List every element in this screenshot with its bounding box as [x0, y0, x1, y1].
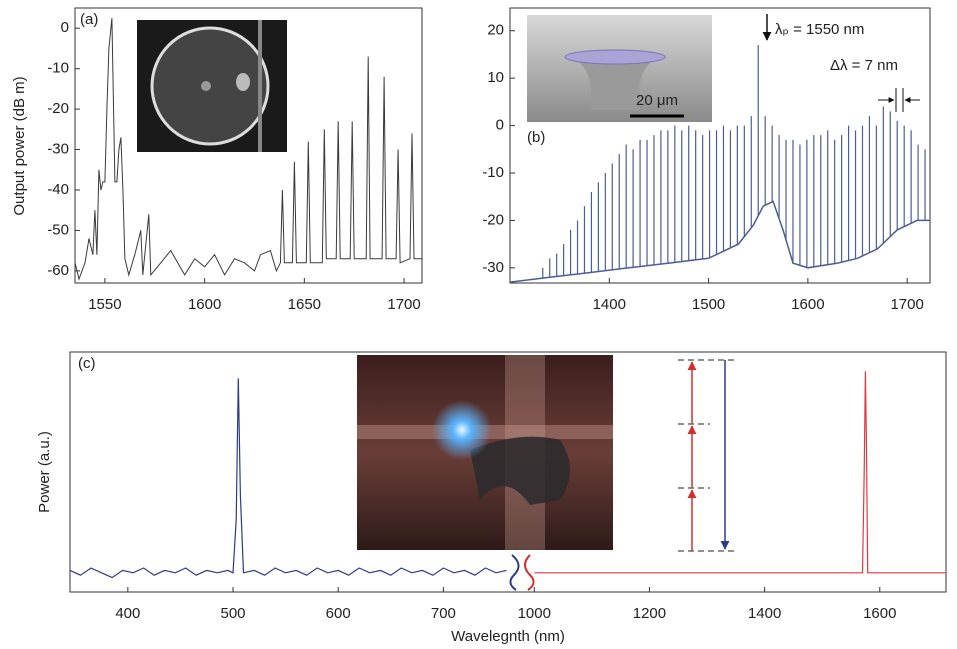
- x-axis-label: Wavelegnth (nm): [451, 628, 565, 645]
- x-tick-label: 1600: [188, 296, 221, 313]
- y-tick-label: 10: [487, 69, 504, 86]
- spacing-label: Δλ = 7 nm: [830, 57, 898, 74]
- x-tick-label: 600: [326, 605, 351, 622]
- x-tick-label: 1500: [692, 296, 725, 313]
- x-tick-label: 1550: [88, 296, 121, 313]
- y-tick-label: -20: [482, 211, 504, 228]
- panel-b: 20 μm (b) λₚ = 1550 nm Δλ = 7 nm 1400 150…: [482, 7, 931, 313]
- axis-break: [509, 554, 520, 591]
- panel-label: (b): [527, 129, 545, 146]
- energy-levels: [678, 359, 738, 552]
- x-tick-label: 1400: [593, 296, 626, 313]
- x-tick-label: 1400: [748, 605, 781, 622]
- x-tick-label: 1600: [791, 296, 824, 313]
- panel-label: (c): [78, 355, 96, 372]
- y-axis-label: Power (a.u.): [36, 431, 53, 513]
- axis-break: [524, 554, 535, 591]
- y-axis-label: Output power (dB m): [11, 76, 28, 215]
- microdisk: [564, 49, 666, 65]
- y-tick-label: -10: [482, 164, 504, 181]
- y-tick-label: 20: [487, 22, 504, 39]
- panel-c: (c) Power (a.u.) Wavelegnth (nm) 400 500 6…: [36, 351, 947, 645]
- pump-label: λₚ = 1550 nm: [775, 21, 864, 38]
- panel-label: (a): [80, 11, 98, 28]
- fiber-taper: [258, 20, 262, 152]
- device-silhouette: [470, 436, 570, 505]
- x-tick-label: 500: [221, 605, 246, 622]
- scale-label: 20 μm: [636, 92, 678, 109]
- x-tick-label: 1000: [518, 605, 551, 622]
- spectrum-line: [69, 378, 507, 579]
- background-line: [509, 200, 930, 283]
- bright-spot: [236, 73, 250, 91]
- spectrum-line: [74, 18, 422, 281]
- y-tick-label: -20: [47, 100, 69, 117]
- axes-frame: [74, 7, 423, 284]
- bright-spot: [201, 81, 211, 91]
- y-tick-label: -50: [47, 221, 69, 238]
- axes-frame: [69, 351, 947, 593]
- y-tick-label: 0: [61, 19, 69, 36]
- pillar: [575, 60, 655, 110]
- x-tick-label: 700: [431, 605, 456, 622]
- x-tick-label: 1700: [387, 296, 420, 313]
- y-tick-label: -40: [47, 181, 69, 198]
- y-tick-label: -10: [47, 60, 69, 77]
- spectrum-line: [534, 371, 946, 574]
- x-tick-label: 1600: [863, 605, 896, 622]
- y-tick-label: 0: [496, 117, 504, 134]
- blue-glow: [432, 400, 492, 460]
- x-tick-label: 1650: [288, 296, 321, 313]
- y-tick-label: -30: [482, 259, 504, 276]
- x-tick-label: 1700: [890, 296, 923, 313]
- y-tick-label: -60: [47, 262, 69, 279]
- panel-a: (a) Output power (dB m) 1550 1600 1650 1700…: [11, 7, 423, 313]
- axes-frame: [509, 7, 931, 284]
- y-tick-label: -30: [47, 141, 69, 158]
- x-tick-label: 400: [115, 605, 140, 622]
- x-tick-label: 1200: [633, 605, 666, 622]
